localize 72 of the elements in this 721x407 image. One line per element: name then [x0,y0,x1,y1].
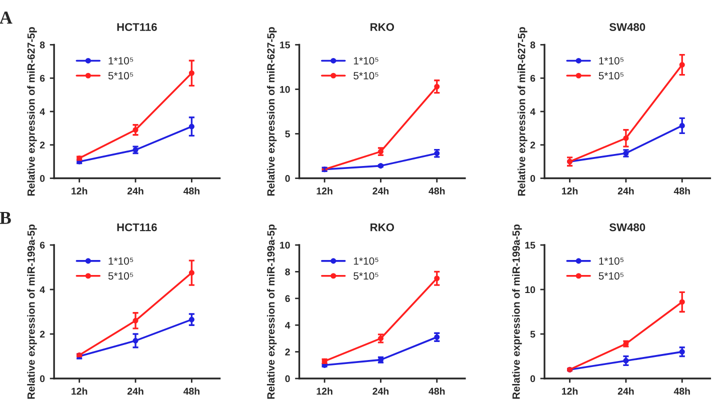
y-tick-label: 4 [285,322,290,329]
y-tick-label: 2 [40,330,45,338]
legend-label: 5*10⁵ [108,72,134,80]
y-tick-label: 0 [285,175,290,182]
y-tick-label: 0 [285,375,290,382]
y-tick-label: 15 [280,42,290,48]
x-tick-label: 24h [127,388,144,395]
y-tick-label: 8 [285,268,290,276]
chart-title: RKO [370,223,394,232]
x-tick-label: 24h [372,187,388,194]
chart-title: RKO [370,23,394,31]
legend-label: 5*10⁵ [598,72,624,80]
y-axis-title: Relative expression of miR-199a-5p [27,224,37,399]
x-tick-label: 48h [428,187,445,194]
x-tick-label: 24h [618,187,634,194]
x-tick-label: 24h [372,388,388,395]
legend-label: 5*10⁵ [354,72,378,80]
x-tick-label: 12h [562,388,578,395]
legend-label: 1*10⁵ [108,57,134,64]
y-tick-label: 4 [530,108,536,116]
x-tick-label: 12h [316,388,332,395]
chart-title: HCT116 [117,23,157,31]
legend-label: 1*10⁵ [354,257,378,265]
legend-label: 5*10⁵ [108,272,134,280]
x-tick-label: 12h [72,388,88,395]
y-axis-title: Relative expression of miR-199a-5p [266,224,277,399]
y-tick-label: 0 [530,375,536,382]
x-tick-label: 48h [183,388,200,395]
y-tick-label: 10 [280,86,290,93]
y-axis-title: Relative expression of miR-627-5p [518,27,528,196]
legend-label: 5*10⁵ [354,272,378,280]
chart-title: HCT116 [117,223,157,232]
x-tick-label: 48h [183,187,200,194]
y-tick-label: 0 [40,375,45,382]
y-tick-label: 0 [530,175,536,182]
y-tick-label: 10 [280,242,290,249]
y-tick-label: 5 [285,130,290,138]
x-tick-label: 48h [674,388,690,395]
text: A [0,12,12,24]
y-tick-label: 6 [40,74,45,82]
y-tick-label: 2 [530,142,536,148]
x-tick-label: 12h [316,187,332,194]
x-tick-label: 48h [428,388,445,395]
y-tick-label: 2 [285,348,290,356]
legend-label: 5*10⁵ [598,272,624,280]
chart-title: SW480 [609,223,646,232]
y-tick-label: 10 [525,286,536,294]
y-axis-title: Relative expression of miR-627-5p [266,27,277,196]
x-tick-label: 24h [127,187,144,194]
y-axis-title: Relative expression of miR-199a-5p [512,224,522,399]
y-tick-label: 8 [40,42,45,48]
y-tick-label: 0 [40,175,45,182]
y-tick-label: 4 [40,108,45,116]
y-tick-label: 5 [530,330,536,338]
x-tick-label: 12h [72,187,88,194]
x-tick-label: 48h [674,187,690,194]
legend-label: 1*10⁵ [354,57,378,64]
legend-label: 1*10⁵ [599,57,624,64]
text: B [0,212,11,224]
y-tick-label: 15 [525,242,536,249]
x-tick-label: 12h [562,187,578,194]
legend-label: 1*10⁵ [108,257,134,265]
y-tick-label: 6 [530,74,536,82]
x-tick-label: 24h [618,388,634,395]
y-tick-label: 8 [530,42,536,48]
legend-label: 1*10⁵ [599,257,624,265]
y-tick-label: 4 [40,286,45,294]
chart-title: SW480 [609,23,646,31]
y-axis-title: Relative expression of miR-627-5p [27,27,37,196]
y-tick-label: 6 [40,242,45,249]
y-tick-label: 2 [40,142,45,148]
y-tick-label: 6 [285,295,290,302]
